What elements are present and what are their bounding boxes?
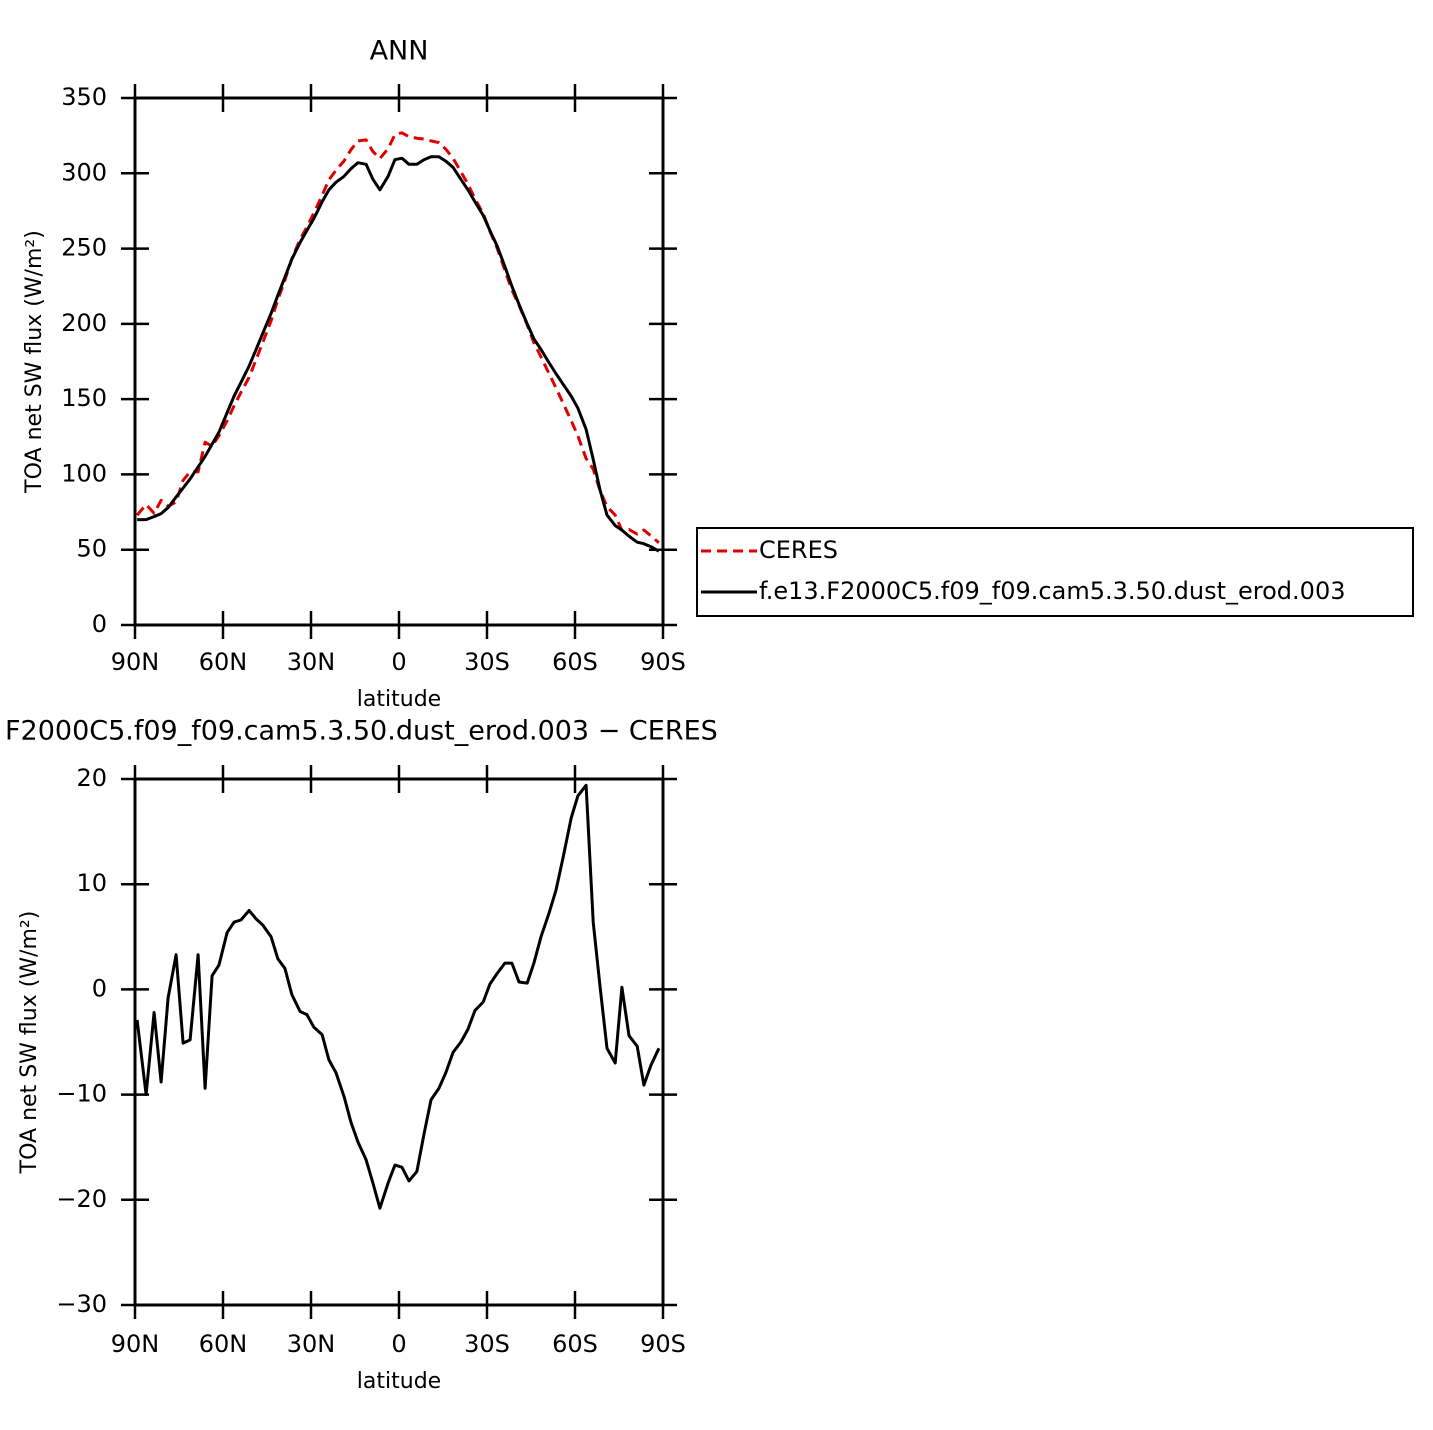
data-line: [137, 155, 660, 553]
chart-title: F2000C5.f09_f09.cam5.3.50.dust_erod.003 …: [5, 716, 718, 747]
y-tick-label: 0: [92, 974, 107, 1002]
y-tick-label: 350: [61, 83, 107, 111]
y-tick-label: 0: [92, 610, 107, 638]
x-tick-label: 90S: [640, 1330, 686, 1358]
x-tick-label: 60S: [552, 648, 598, 676]
plot-frame: [133, 96, 665, 627]
data-line: [135, 783, 661, 1210]
y-tick-label: −20: [56, 1185, 107, 1213]
plot-frame: [133, 777, 665, 1307]
x-tick-label: 30S: [464, 648, 510, 676]
x-axis-label: latitude: [357, 1369, 441, 1394]
x-tick-label: 90N: [111, 648, 160, 676]
x-tick-label: 90S: [640, 648, 686, 676]
x-tick-label: 0: [391, 1330, 406, 1358]
y-tick-label: 250: [61, 234, 107, 262]
y-tick-label: 50: [76, 535, 107, 563]
y-tick-label: 150: [61, 384, 107, 412]
y-tick-label: −30: [56, 1290, 107, 1318]
y-tick-label: 10: [76, 869, 107, 897]
y-tick-label: 200: [61, 309, 107, 337]
x-tick-label: 90N: [111, 1330, 160, 1358]
x-axis-label: latitude: [357, 687, 441, 712]
x-tick-label: 0: [391, 648, 406, 676]
legend-label: CERES: [759, 536, 838, 564]
x-tick-label: 60N: [199, 648, 248, 676]
x-tick-label: 30S: [464, 1330, 510, 1358]
y-tick-label: −10: [56, 1080, 107, 1108]
x-tick-label: 60S: [552, 1330, 598, 1358]
y-axis-label: TOA net SW flux (W/m²): [17, 911, 42, 1175]
y-tick-label: 20: [76, 764, 107, 792]
x-tick-label: 60N: [199, 1330, 248, 1358]
y-axis-label: TOA net SW flux (W/m²): [22, 230, 47, 494]
y-tick-label: 300: [61, 158, 107, 186]
x-tick-label: 30N: [287, 648, 336, 676]
data-line: [135, 131, 660, 544]
x-tick-label: 30N: [287, 1330, 336, 1358]
legend-box: [696, 527, 1414, 617]
chart-title: ANN: [370, 36, 429, 67]
legend-label: f.e13.F2000C5.f09_f09.cam5.3.50.dust_ero…: [759, 577, 1345, 605]
y-tick-label: 100: [61, 459, 107, 487]
